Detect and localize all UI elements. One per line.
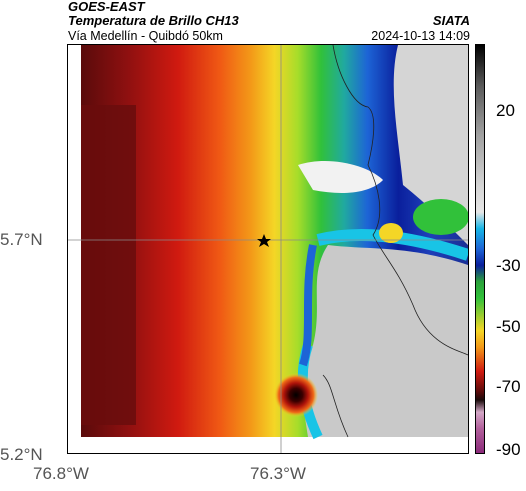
lat-tick-5-7: 5.7°N: [0, 230, 43, 249]
cbar-label-minus90: -90: [496, 440, 521, 459]
star-icon[interactable]: [257, 234, 271, 247]
organization-label: SIATA: [432, 13, 470, 28]
region-label: Vía Medellín - Quibdó 50km: [68, 29, 223, 43]
satellite-map[interactable]: [67, 44, 469, 454]
satellite-title: GOES-EAST: [68, 0, 145, 14]
datetime-label: 2024-10-13 14:09: [371, 29, 470, 43]
lon-tick-76-3: 76.3°W: [250, 464, 306, 483]
cbar-label-minus50: -50: [496, 317, 521, 336]
map-image: [68, 45, 468, 453]
lon-tick-76-8: 76.8°W: [33, 464, 89, 483]
temperature-colorbar: [475, 44, 485, 454]
product-title: Temperatura de Brillo CH13: [68, 13, 239, 28]
cbar-label-minus30: -30: [496, 256, 521, 275]
lat-tick-5-2: 5.2°N: [0, 445, 43, 464]
cbar-label-20: 20: [496, 101, 515, 120]
cbar-label-minus70: -70: [496, 377, 521, 396]
